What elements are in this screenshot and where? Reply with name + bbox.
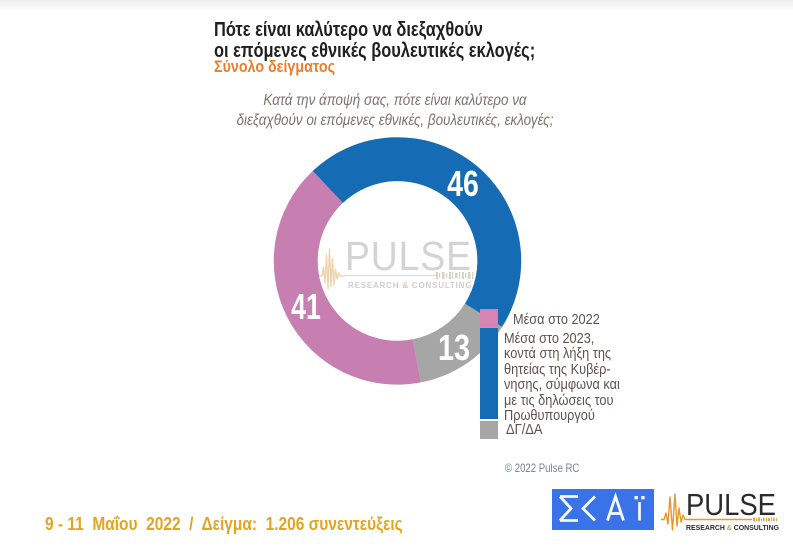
svg-text:RESEARCH & CONSULTING: RESEARCH & CONSULTING bbox=[686, 523, 779, 532]
svg-text:PULSE: PULSE bbox=[686, 487, 776, 522]
